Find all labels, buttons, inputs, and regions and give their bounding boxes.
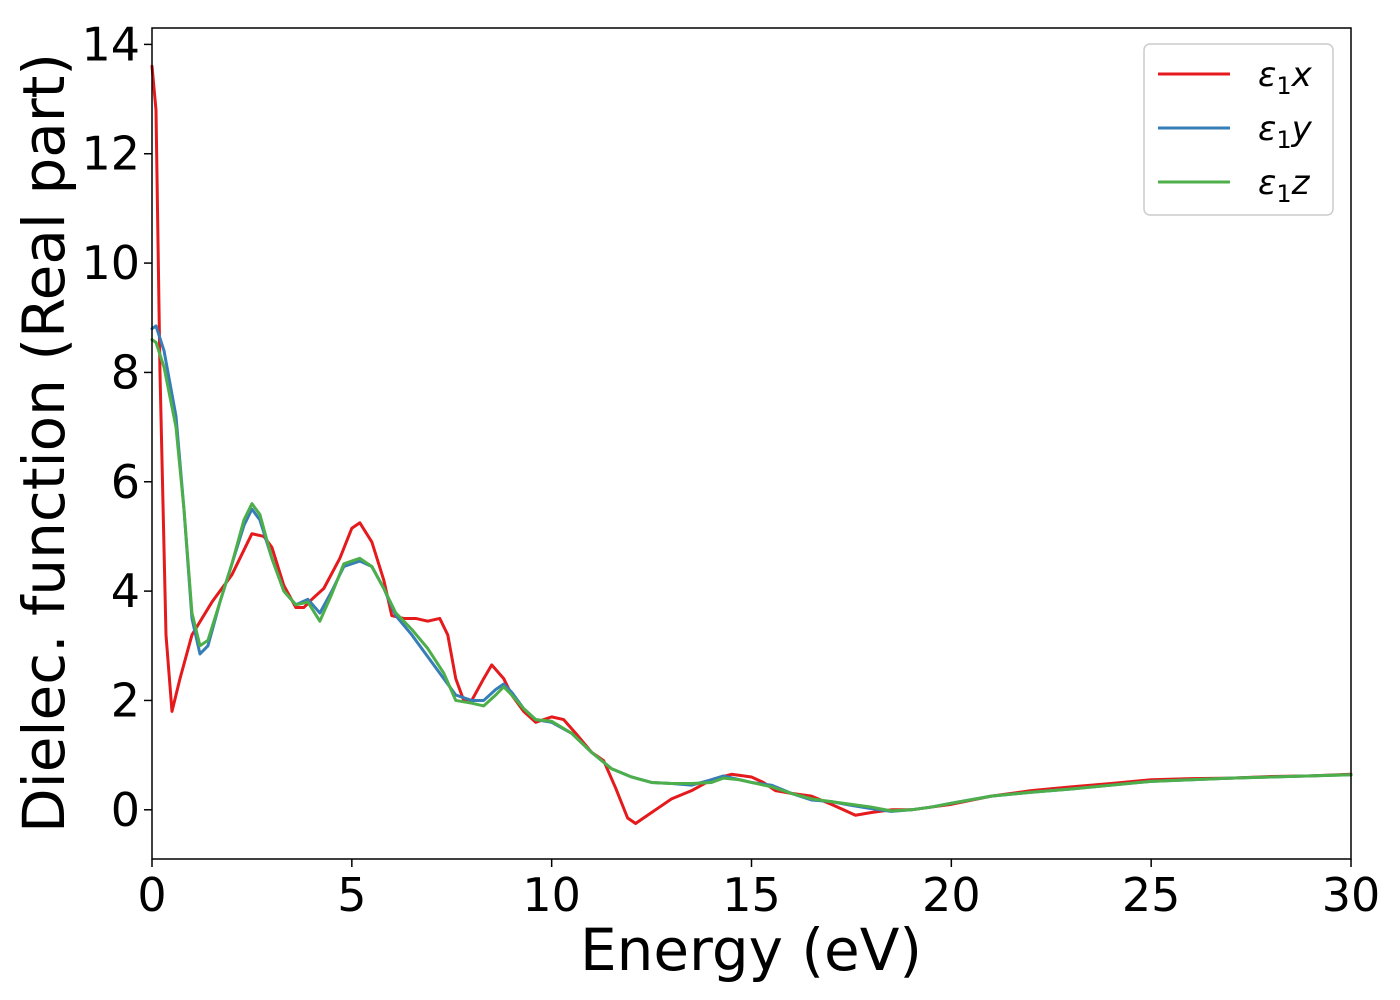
legend-label-main: ε	[1258, 55, 1276, 95]
y-tick-label: 0	[111, 783, 140, 837]
legend-label-subscript: 1	[1276, 72, 1291, 100]
series-line-z	[150, 338, 1353, 813]
legend-frame	[1143, 43, 1334, 216]
legend-label-variable: x	[1291, 55, 1313, 95]
legend-label-main: ε	[1258, 163, 1276, 203]
x-tick-label: 30	[1322, 868, 1381, 922]
x-tick-label: 5	[337, 868, 366, 922]
legend-label-main: ε	[1258, 109, 1276, 149]
legend-label-z: ε1z	[1258, 163, 1311, 208]
x-axis-label: Energy (eV)	[580, 916, 922, 984]
y-axis-label: Dielec. function (Real part)	[10, 53, 78, 833]
y-axis: 0 2 4 6 8 10 12 14	[81, 17, 152, 837]
x-tick-label: 10	[522, 868, 581, 922]
x-axis: 0 5 10 15 20 25 30	[137, 859, 1380, 922]
legend-label-subscript: 1	[1276, 126, 1291, 154]
y-tick-label: 10	[81, 236, 140, 290]
legend-label-y: ε1y	[1258, 109, 1313, 154]
x-tick-label: 25	[1122, 868, 1181, 922]
y-tick-label: 8	[111, 345, 140, 399]
y-tick-label: 14	[81, 17, 140, 71]
x-tick-label: 20	[922, 868, 981, 922]
legend-label-variable: y	[1291, 109, 1313, 149]
legend-label-subscript: 1	[1276, 180, 1291, 208]
x-tick-label: 15	[722, 868, 781, 922]
y-tick-label: 6	[111, 455, 140, 509]
y-tick-label: 2	[111, 673, 140, 727]
x-tick-label: 0	[137, 868, 166, 922]
series-layer	[150, 64, 1353, 825]
legend-label-x: ε1x	[1258, 55, 1313, 100]
y-tick-label: 4	[111, 564, 140, 618]
y-tick-label: 12	[81, 127, 140, 181]
legend-label-variable: z	[1291, 163, 1311, 203]
